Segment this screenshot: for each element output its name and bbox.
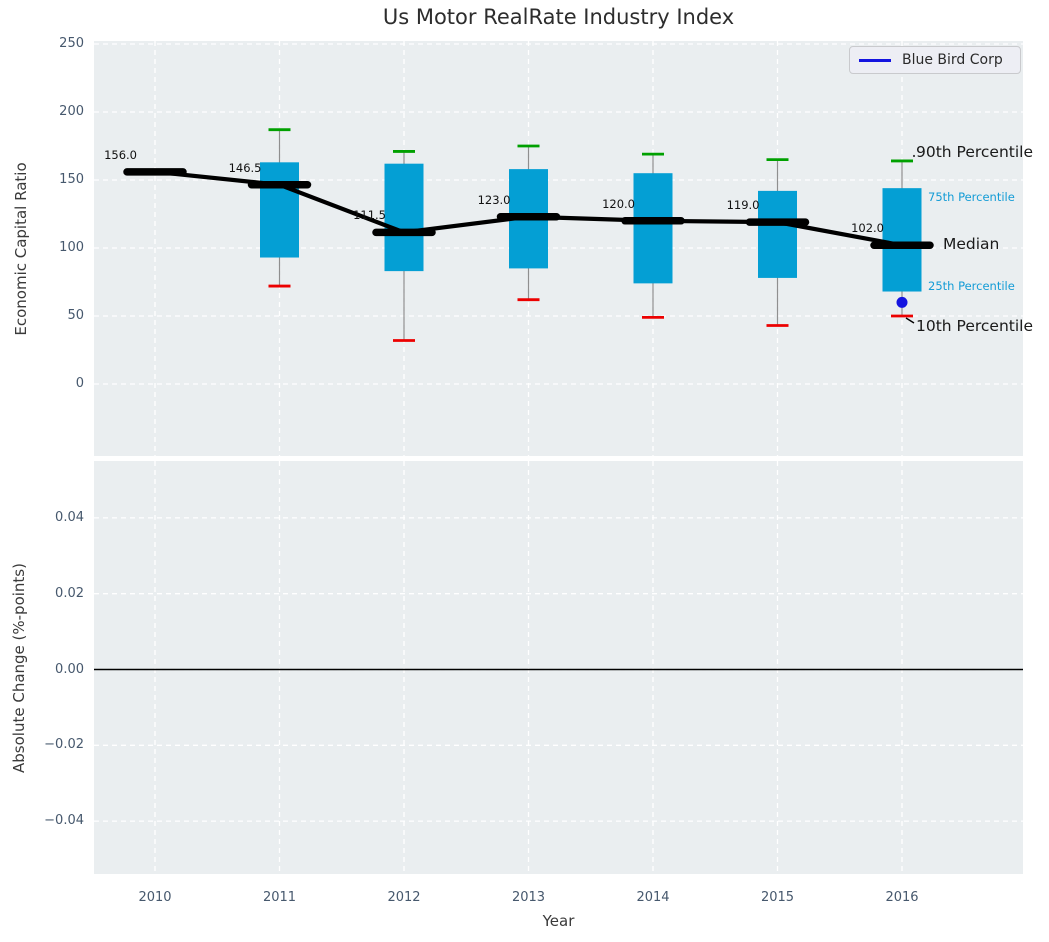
top-y-tick-label: 150 (59, 172, 84, 187)
median-value-label: 111.5 (353, 208, 386, 223)
legend: Blue Bird Corp (849, 46, 1021, 74)
top-y-tick-label: 50 (67, 308, 84, 323)
percentile-box (384, 163, 424, 272)
median-value-label: 146.5 (228, 160, 262, 175)
percentile-annotation: 25th Percentile (928, 278, 1015, 293)
x-tick-label: 2016 (885, 890, 919, 905)
top-y-tick-label: 200 (59, 104, 84, 119)
bottom-y-tick-label: 0.04 (55, 509, 84, 525)
top-y-tick-label: 250 (59, 36, 84, 51)
top-y-tick-label: 100 (59, 240, 84, 255)
median-value-label: 119.0 (726, 198, 760, 213)
median-value-label: 120.0 (602, 196, 635, 211)
percentile-annotation: 75th Percentile (928, 190, 1015, 205)
bottom-y-tick-label: 0.02 (55, 585, 84, 601)
annotation-leader (905, 317, 915, 324)
bottom-panel-background (94, 461, 1023, 874)
x-tick-label: 2012 (387, 890, 421, 905)
bottom-y-tick-label: 0.00 (55, 661, 84, 677)
median-value-label: 123.0 (477, 192, 511, 207)
median-value-label: 102.0 (851, 221, 884, 236)
x-tick-label: 2014 (636, 890, 670, 905)
legend-line-sample (859, 58, 891, 62)
percentile-box (633, 173, 673, 284)
bottom-y-tick-label: −0.02 (44, 737, 84, 753)
percentile-box (758, 190, 797, 278)
legend-label: Blue Bird Corp (902, 52, 1003, 68)
top-y-tick-label: 0 (75, 376, 84, 391)
percentile-annotation: 90th Percentile (916, 142, 1034, 161)
chart-title: Us Motor RealRate Industry Index (382, 5, 735, 29)
percentile-annotation: Median (943, 235, 1000, 254)
x-tick-label: 2011 (262, 890, 297, 905)
bottom-y-tick-label: −0.04 (44, 813, 84, 829)
percentile-box (882, 188, 922, 292)
percentile-box (260, 162, 299, 258)
median-value-label: 156.0 (104, 147, 137, 162)
x-axis-label: Year (542, 912, 575, 930)
company-point (896, 296, 908, 308)
x-tick-label: 2013 (511, 890, 546, 905)
x-tick-label: 2015 (760, 890, 795, 905)
x-tick-label: 2010 (138, 890, 172, 905)
percentile-annotation: 10th Percentile (916, 317, 1034, 335)
